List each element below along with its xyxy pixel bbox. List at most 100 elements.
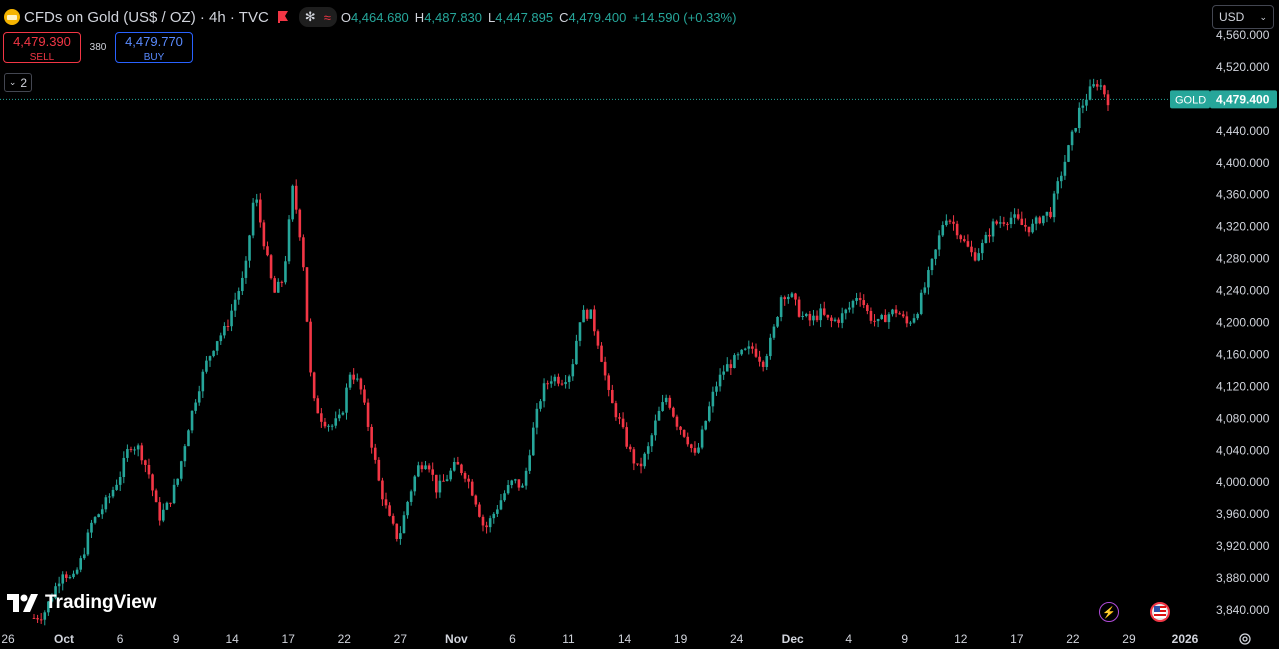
candle xyxy=(743,347,747,351)
candle xyxy=(646,442,650,460)
candle xyxy=(442,474,445,482)
lightning-icon[interactable]: ⚡ xyxy=(1099,602,1119,622)
candle xyxy=(1024,218,1027,232)
candle xyxy=(32,613,36,619)
candle xyxy=(542,378,546,408)
candle xyxy=(578,322,582,347)
candle xyxy=(729,359,733,376)
candle xyxy=(754,343,758,358)
ohlc-item: +14.590 (+0.33%) xyxy=(632,9,737,25)
candle xyxy=(783,295,787,306)
candle xyxy=(97,513,100,518)
candle xyxy=(772,324,776,340)
us-flag-icon[interactable] xyxy=(1150,602,1170,622)
candle xyxy=(1085,93,1088,111)
candle xyxy=(973,247,977,262)
tradingview-logo[interactable]: TradingView xyxy=(7,592,157,614)
symbol-header[interactable]: CFDs on Gold (US$ / OZ) · 4h · TVC ✻ ≈ O… xyxy=(4,6,736,28)
price-axis[interactable]: 3,840.000 3,880.000 3,920.000 3,960.000 4,00… xyxy=(1170,28,1277,617)
candle xyxy=(697,443,700,454)
sell-button[interactable]: 4,479.390 SELL xyxy=(3,32,81,63)
candle xyxy=(384,492,388,509)
time-tick-label: 14 xyxy=(226,632,240,646)
candle xyxy=(194,399,197,414)
candle xyxy=(966,234,970,248)
flag-icon[interactable] xyxy=(277,11,289,23)
candle xyxy=(528,449,531,474)
status-pill[interactable]: ✻ ≈ xyxy=(298,7,337,27)
candle xyxy=(618,413,621,425)
candle xyxy=(876,318,880,328)
candle xyxy=(75,567,79,575)
candle xyxy=(977,248,980,262)
candle xyxy=(1020,211,1024,226)
price-tick-label: 4,200.000 xyxy=(1216,316,1270,330)
candle xyxy=(603,356,607,381)
indicators-toggle-button[interactable]: ⌄ 2 xyxy=(4,73,32,92)
candle xyxy=(158,497,162,526)
time-tick-label: 17 xyxy=(282,632,296,646)
candle xyxy=(413,474,417,496)
candle xyxy=(355,373,359,382)
candle xyxy=(614,400,618,421)
symbol-title[interactable]: CFDs on Gold (US$ / OZ) · 4h · TVC xyxy=(24,8,269,26)
candle xyxy=(794,292,797,306)
candle xyxy=(1103,84,1106,98)
candle xyxy=(822,301,826,317)
candle xyxy=(912,313,916,324)
candle xyxy=(338,408,341,422)
candle xyxy=(409,489,413,506)
price-tick-label: 3,840.000 xyxy=(1216,603,1270,617)
candle xyxy=(115,479,118,491)
candle xyxy=(733,353,736,369)
candle xyxy=(93,516,97,525)
currency-select[interactable]: USD ⌄ xyxy=(1212,5,1274,29)
candle xyxy=(779,295,783,322)
candle xyxy=(657,406,661,421)
candle xyxy=(373,443,377,464)
candle xyxy=(50,593,54,603)
candle xyxy=(499,494,503,511)
candle xyxy=(941,221,945,238)
chevron-down-icon: ⌄ xyxy=(1259,11,1267,22)
candle xyxy=(582,305,585,323)
candle xyxy=(675,414,679,431)
candle xyxy=(715,381,718,396)
candle xyxy=(514,478,517,484)
time-axis[interactable]: 26 Oct 6 9 14 17 22 27 Nov 6 11 14 19 24 Dec 4 9 12 17 22 29… xyxy=(1,632,1198,646)
candle xyxy=(205,356,208,374)
candle xyxy=(830,315,833,328)
candle xyxy=(266,241,269,257)
candle xyxy=(431,462,435,482)
price-tick-label: 4,240.000 xyxy=(1216,284,1270,298)
candle xyxy=(1088,79,1092,101)
candle xyxy=(320,408,323,428)
candle xyxy=(679,425,682,435)
candle xyxy=(575,334,578,365)
candle xyxy=(585,308,589,321)
time-tick-label: 6 xyxy=(509,632,516,646)
candle xyxy=(517,479,521,491)
candle xyxy=(769,333,772,360)
candle xyxy=(596,329,600,350)
price-tick-label: 4,120.000 xyxy=(1216,379,1270,393)
candle xyxy=(172,478,176,505)
candle xyxy=(424,460,427,470)
candle xyxy=(359,377,363,395)
candle xyxy=(165,501,169,511)
time-tick-label: 9 xyxy=(173,632,180,646)
buy-button[interactable]: 4,479.770 BUY xyxy=(115,32,193,63)
candle xyxy=(930,258,934,276)
candle xyxy=(122,451,126,484)
candle xyxy=(808,310,812,327)
candle xyxy=(909,320,912,327)
candle xyxy=(258,193,262,228)
time-tick-label: 22 xyxy=(1066,632,1080,646)
candle xyxy=(90,519,93,539)
candle xyxy=(492,512,496,524)
candle xyxy=(1106,90,1110,111)
candle xyxy=(521,483,524,488)
gear-icon[interactable] xyxy=(1238,632,1252,646)
candle xyxy=(826,314,830,321)
